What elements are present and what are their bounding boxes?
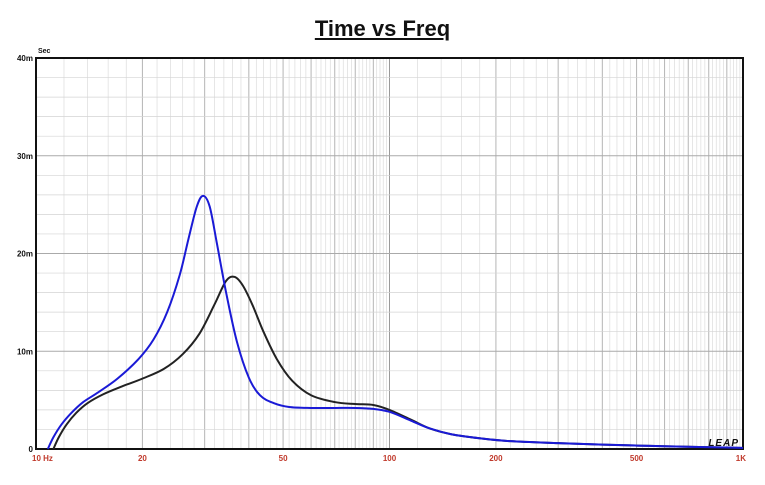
y-axis-unit: Sec — [38, 48, 51, 55]
x-tick-label: 10 Hz — [32, 454, 53, 463]
series-group — [46, 194, 744, 450]
plot-frame — [35, 57, 744, 450]
y-tick-label: 10m — [17, 347, 33, 356]
x-tick-label: 100 — [383, 454, 397, 463]
series-line-2 — [46, 194, 744, 450]
y-tick-label: 30m — [17, 152, 33, 161]
leap-logo: LEAP — [708, 438, 739, 449]
x-tick-label: 500 — [630, 454, 644, 463]
y-ticks: 0 10m 20m 30m 40m — [17, 54, 34, 454]
y-tick-label: 20m — [17, 250, 33, 259]
grid — [36, 58, 743, 449]
x-tick-label: 200 — [489, 454, 503, 463]
chart-title: Time vs Freq — [314, 16, 451, 41]
y-tick-label: 40m — [17, 54, 33, 63]
y-tick-label: 0 — [29, 445, 34, 454]
x-tick-label: 1K — [736, 454, 746, 463]
x-tick-label: 20 — [138, 454, 147, 463]
x-tick-label: 50 — [279, 454, 288, 463]
x-ticks: 10 Hz 20 50 100 200 500 1K — [32, 454, 746, 463]
